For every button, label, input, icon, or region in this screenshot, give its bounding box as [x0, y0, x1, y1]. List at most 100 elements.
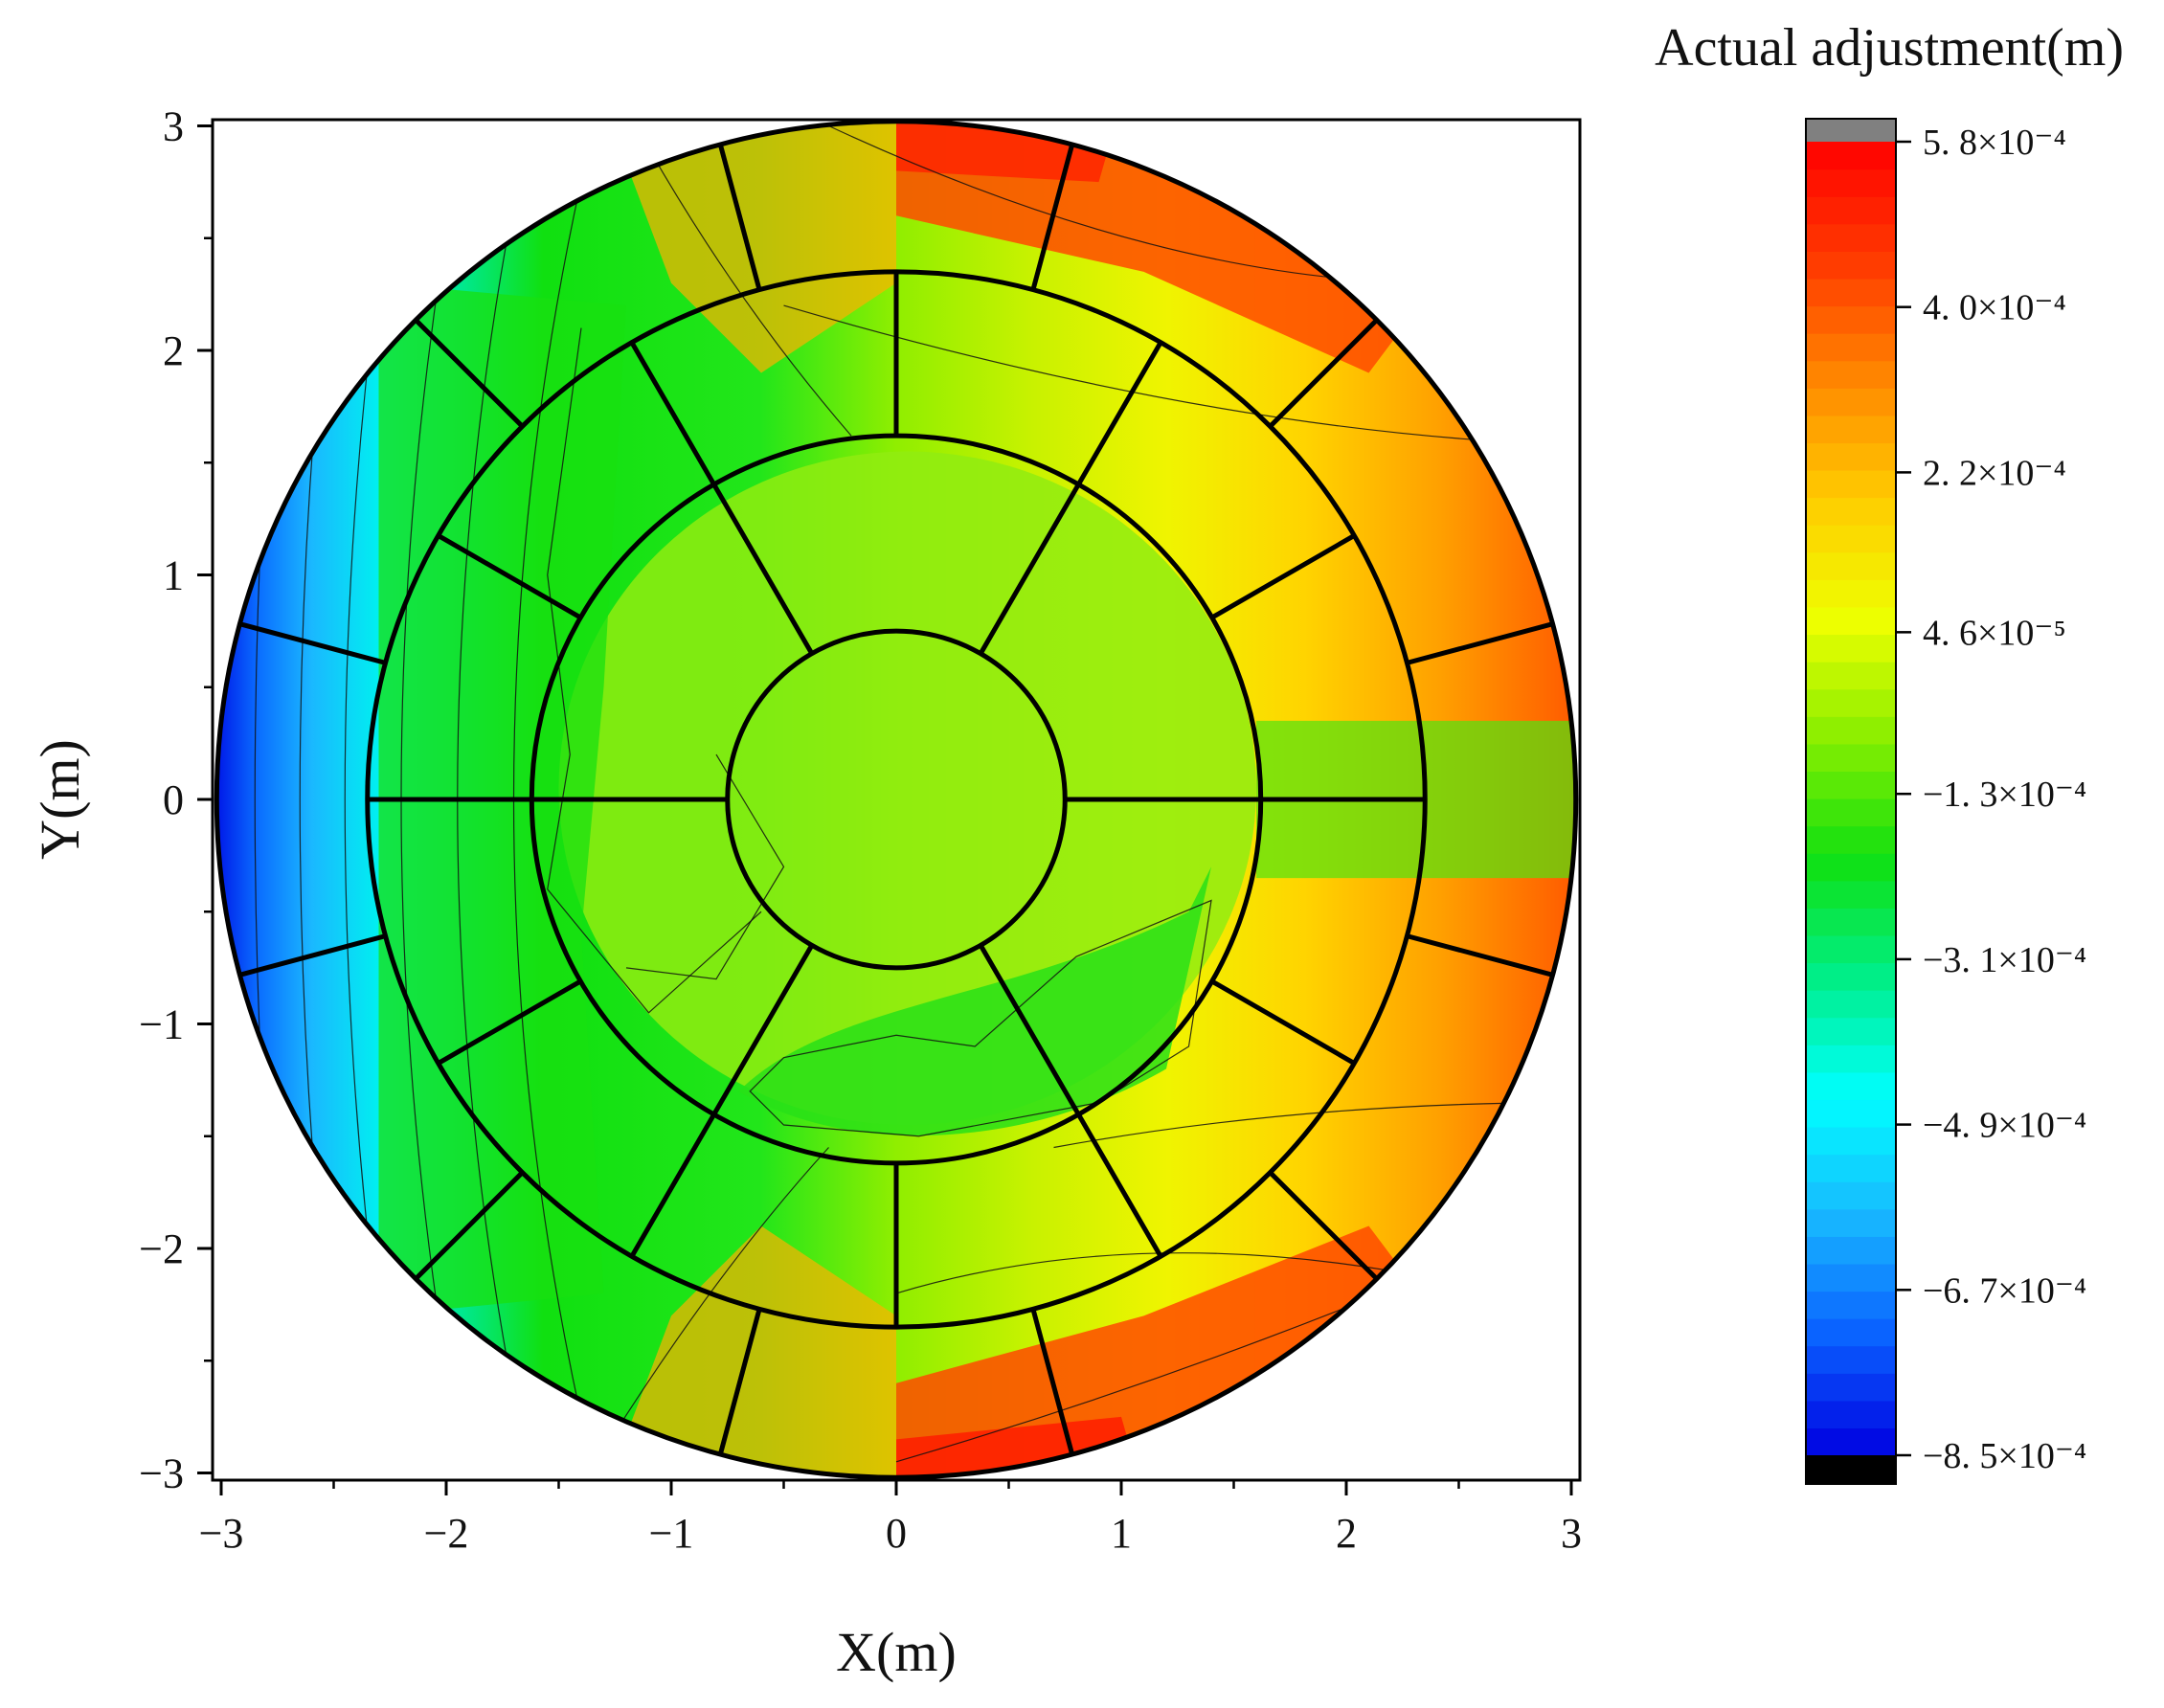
x-axis-ticks: −3 −2 −1 0 1 2 3 [199, 1480, 1582, 1557]
x-tick-label: 0 [886, 1510, 907, 1557]
panel-spoke [1210, 978, 1356, 1066]
colorbar-tick-label: −6. 7×10⁻⁴ [1923, 1270, 2086, 1311]
colorbar-band [1806, 990, 1896, 1019]
panel-spoke [1406, 933, 1554, 978]
x-tick-label: −3 [199, 1510, 244, 1557]
colorbar-band [1806, 1154, 1896, 1182]
y-tick-label: −1 [139, 1001, 184, 1048]
panel-spoke [711, 944, 815, 1116]
y-axis-ticks: −3 −2 −1 0 1 2 3 [139, 103, 213, 1497]
colorbar-band [1806, 606, 1896, 636]
panel-spoke [629, 1112, 716, 1258]
panel-spoke [1210, 533, 1356, 620]
colorbar-band [1806, 305, 1896, 334]
colorbar-band [1806, 1071, 1896, 1101]
contour-line [749, 899, 1212, 1137]
panel-spoke [414, 1170, 525, 1281]
colorbar-band [1806, 497, 1896, 526]
colorbar-band [1806, 388, 1896, 416]
colorbar-band [1806, 1017, 1896, 1045]
colorbar-band [1806, 880, 1896, 909]
panel-spoke [1406, 621, 1554, 665]
colorbar-ticks: 5. 8×10⁻⁴ 4. 0×10⁻⁴ 2. 2×10⁻⁴ 4. 6×10⁻⁵ −1. … [1896, 123, 2086, 1476]
colorbar: Actual adjustment(m) 5. 8×10⁻⁴ 4. 0×10⁻⁴ 2… [1655, 18, 2124, 1485]
colorbar-band [1806, 470, 1896, 499]
colorbar-band [1806, 662, 1896, 690]
colorbar-band [1806, 251, 1896, 280]
panel-spoke [437, 533, 582, 620]
reflector-disc [214, 119, 1579, 1480]
panel-spoke [238, 933, 387, 978]
colorbar-tick-label: −3. 1×10⁻⁴ [1923, 940, 2086, 980]
colorbar-band [1806, 1291, 1896, 1319]
panel-spoke [238, 621, 387, 665]
colorbar-band [1806, 1099, 1896, 1128]
colorbar-band [1806, 1318, 1896, 1347]
y-tick-label: 0 [163, 776, 184, 823]
panel-spoke [1030, 144, 1075, 291]
panel-spoke [1076, 341, 1163, 486]
colorbar-band [1806, 962, 1896, 991]
y-tick-label: −2 [139, 1225, 184, 1272]
panel-spoke [978, 944, 1081, 1116]
colorbar-tick-label: −4. 9×10⁻⁴ [1923, 1106, 2086, 1146]
colorbar-band [1806, 908, 1896, 936]
x-axis-title: X(m) [836, 1621, 957, 1683]
colorbar-tick-label: −1. 3×10⁻⁴ [1923, 775, 2086, 815]
y-tick-label: 1 [163, 552, 184, 599]
y-tick-label: 2 [163, 327, 184, 374]
colorbar-title: Actual adjustment(m) [1655, 18, 2124, 78]
colorbar-band [1806, 360, 1896, 389]
colorbar-band [1806, 798, 1896, 827]
panel-grid [214, 119, 1579, 1480]
colorbar-band [1806, 579, 1896, 608]
colorbar-band [1806, 1263, 1896, 1292]
panel-spoke [1076, 1112, 1163, 1258]
colorbar-tick-label: 4. 0×10⁻⁴ [1923, 288, 2066, 328]
colorbar-band [1806, 1427, 1896, 1456]
panel-spoke [414, 318, 525, 429]
colorbar-bands [1805, 118, 1897, 1485]
colorbar-tick-label: 4. 6×10⁻⁵ [1923, 613, 2066, 653]
y-tick-label: 3 [163, 103, 184, 150]
colorbar-band [1806, 415, 1896, 444]
colorbar-tick-label: −8. 5×10⁻⁴ [1923, 1436, 2086, 1476]
x-tick-label: 3 [1561, 1510, 1582, 1557]
contour-line [547, 327, 762, 1014]
contour-line [647, 147, 852, 437]
panel-spoke [1030, 1308, 1075, 1455]
colorbar-band [1806, 169, 1896, 197]
colorbar-band [1806, 1181, 1896, 1210]
colorbar-band [1806, 1208, 1896, 1237]
contour-line [602, 1147, 829, 1451]
colorbar-band [1806, 196, 1896, 225]
panel-spoke [717, 144, 762, 291]
plot-area: −3 −2 −1 0 1 2 3 −3 −2 −1 0 1 2 3 X(m) Y(m) [29, 103, 1582, 1684]
contour-line [783, 304, 1482, 441]
colorbar-band [1806, 825, 1896, 854]
colorbar-band [1806, 551, 1896, 580]
contour-line [895, 1252, 1392, 1294]
colorbar-band [1806, 1373, 1896, 1402]
panel-spoke [978, 483, 1081, 655]
colorbar-band [1806, 771, 1896, 799]
panel-spoke [1268, 1170, 1379, 1281]
x-tick-label: 2 [1336, 1510, 1357, 1557]
field-patch [603, 1225, 896, 1479]
contour-line [625, 753, 785, 980]
colorbar-band [1806, 1236, 1896, 1265]
x-tick-label: −1 [649, 1510, 694, 1557]
contour-line [1053, 1101, 1572, 1149]
colorbar-band [1806, 688, 1896, 717]
colorbar-tick-label: 5. 8×10⁻⁴ [1923, 123, 2066, 163]
colorbar-band [1806, 333, 1896, 362]
colorbar-band [1806, 634, 1896, 663]
colorbar-band [1806, 442, 1896, 471]
colorbar-band [1806, 1345, 1896, 1374]
x-tick-label: −2 [424, 1510, 469, 1557]
colorbar-band [1806, 525, 1896, 553]
field-patch [603, 120, 896, 373]
panel-spoke [1268, 318, 1379, 429]
y-tick-label: −3 [139, 1450, 184, 1497]
colorbar-band [1806, 853, 1896, 882]
